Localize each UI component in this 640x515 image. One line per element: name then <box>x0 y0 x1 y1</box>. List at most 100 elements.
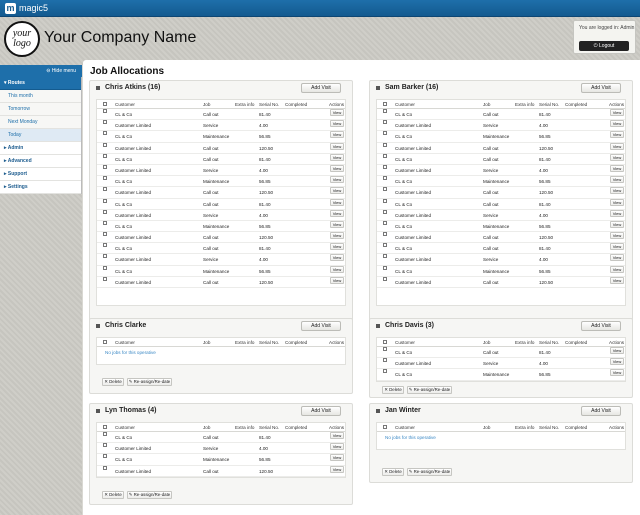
view-button[interactable]: View <box>610 209 624 217</box>
row-checkbox[interactable] <box>383 358 387 363</box>
row-checkbox[interactable] <box>383 131 387 136</box>
view-button[interactable]: View <box>610 142 624 150</box>
row-checkbox[interactable] <box>383 176 387 181</box>
view-button[interactable]: View <box>330 243 344 251</box>
sidebar-item-today[interactable]: Today <box>0 129 81 142</box>
row-checkbox[interactable] <box>103 131 107 136</box>
row-checkbox[interactable] <box>383 209 387 214</box>
row-checkbox[interactable] <box>383 187 387 192</box>
row-checkbox[interactable] <box>103 265 107 270</box>
row-checkbox[interactable] <box>103 120 107 125</box>
view-button[interactable]: View <box>330 276 344 284</box>
view-button[interactable]: View <box>610 220 624 228</box>
row-checkbox[interactable] <box>103 198 107 203</box>
view-button[interactable]: View <box>330 153 344 161</box>
view-button[interactable]: View <box>330 254 344 262</box>
hide-menu-button[interactable]: ⊖ Hide menu <box>0 65 82 77</box>
view-button[interactable]: View <box>610 109 624 116</box>
row-checkbox[interactable] <box>383 254 387 259</box>
delete-button[interactable]: ✕ Delete <box>102 378 124 386</box>
view-button[interactable]: View <box>610 369 624 377</box>
row-checkbox[interactable] <box>103 164 107 169</box>
view-button[interactable]: View <box>330 220 344 228</box>
row-checkbox[interactable] <box>103 220 107 225</box>
row-checkbox[interactable] <box>383 347 387 351</box>
select-all-checkbox[interactable] <box>103 102 107 106</box>
row-checkbox[interactable] <box>103 187 107 192</box>
row-checkbox[interactable] <box>103 176 107 181</box>
row-checkbox[interactable] <box>103 254 107 259</box>
view-button[interactable]: View <box>330 432 344 439</box>
reassign-button[interactable]: ✎ Re-assign/Re-date <box>407 386 452 394</box>
row-checkbox[interactable] <box>103 209 107 214</box>
row-checkbox[interactable] <box>383 153 387 158</box>
row-checkbox[interactable] <box>103 142 107 147</box>
view-button[interactable]: View <box>610 347 624 354</box>
add-visit-button[interactable]: Add Visit <box>581 83 621 93</box>
view-button[interactable]: View <box>610 254 624 262</box>
sidebar-item-support[interactable]: ▸ Support <box>0 168 81 181</box>
row-checkbox[interactable] <box>103 109 107 113</box>
row-checkbox[interactable] <box>103 232 107 237</box>
view-button[interactable]: View <box>610 176 624 184</box>
select-all-checkbox[interactable] <box>103 425 107 429</box>
view-button[interactable]: View <box>330 443 344 451</box>
row-checkbox[interactable] <box>103 432 107 436</box>
row-checkbox[interactable] <box>383 164 387 169</box>
row-checkbox[interactable] <box>383 265 387 270</box>
reassign-button[interactable]: ✎ Re-assign/Re-date <box>127 378 172 386</box>
view-button[interactable]: View <box>330 265 344 273</box>
view-button[interactable]: View <box>610 358 624 366</box>
row-checkbox[interactable] <box>383 220 387 225</box>
select-all-checkbox[interactable] <box>103 340 107 344</box>
sidebar-item-settings[interactable]: ▸ Settings <box>0 181 81 194</box>
row-checkbox[interactable] <box>103 153 107 158</box>
select-all-checkbox[interactable] <box>383 340 387 344</box>
view-button[interactable]: View <box>610 187 624 195</box>
reassign-button[interactable]: ✎ Re-assign/Re-date <box>127 491 172 499</box>
row-checkbox[interactable] <box>383 109 387 113</box>
row-checkbox[interactable] <box>383 276 387 281</box>
view-button[interactable]: View <box>330 164 344 172</box>
view-button[interactable]: View <box>330 142 344 150</box>
delete-button[interactable]: ✕ Delete <box>102 491 124 499</box>
view-button[interactable]: View <box>610 131 624 139</box>
sidebar-item-tomorrow[interactable]: Tomorrow <box>0 103 81 116</box>
delete-button[interactable]: ✕ Delete <box>382 468 404 476</box>
view-button[interactable]: View <box>610 153 624 161</box>
view-button[interactable]: View <box>610 265 624 273</box>
row-checkbox[interactable] <box>103 465 107 470</box>
view-button[interactable]: View <box>330 454 344 462</box>
view-button[interactable]: View <box>330 176 344 184</box>
view-button[interactable]: View <box>330 209 344 217</box>
reassign-button[interactable]: ✎ Re-assign/Re-date <box>407 468 452 476</box>
view-button[interactable]: View <box>330 131 344 139</box>
view-button[interactable]: View <box>610 276 624 284</box>
row-checkbox[interactable] <box>383 369 387 374</box>
add-visit-button[interactable]: Add Visit <box>301 83 341 93</box>
sidebar-item-this-month[interactable]: This month <box>0 90 81 103</box>
row-checkbox[interactable] <box>103 243 107 248</box>
sidebar-item-advanced[interactable]: ▸ Advanced <box>0 155 81 168</box>
delete-button[interactable]: ✕ Delete <box>382 386 404 394</box>
row-checkbox[interactable] <box>383 232 387 237</box>
add-visit-button[interactable]: Add Visit <box>581 406 621 416</box>
row-checkbox[interactable] <box>103 276 107 281</box>
row-checkbox[interactable] <box>383 142 387 147</box>
row-checkbox[interactable] <box>383 243 387 248</box>
sidebar-item-admin[interactable]: ▸ Admin <box>0 142 81 155</box>
add-visit-button[interactable]: Add Visit <box>301 406 341 416</box>
row-checkbox[interactable] <box>103 454 107 459</box>
view-button[interactable]: View <box>610 243 624 251</box>
row-checkbox[interactable] <box>103 443 107 448</box>
view-button[interactable]: View <box>610 232 624 240</box>
logout-button[interactable]: ⏻ Logout <box>579 41 629 51</box>
view-button[interactable]: View <box>610 120 624 128</box>
add-visit-button[interactable]: Add Visit <box>301 321 341 331</box>
sidebar-item-next-monday[interactable]: Next Monday <box>0 116 81 129</box>
view-button[interactable]: View <box>610 198 624 206</box>
add-visit-button[interactable]: Add Visit <box>581 321 621 331</box>
view-button[interactable]: View <box>330 187 344 195</box>
select-all-checkbox[interactable] <box>383 102 387 106</box>
row-checkbox[interactable] <box>383 120 387 125</box>
